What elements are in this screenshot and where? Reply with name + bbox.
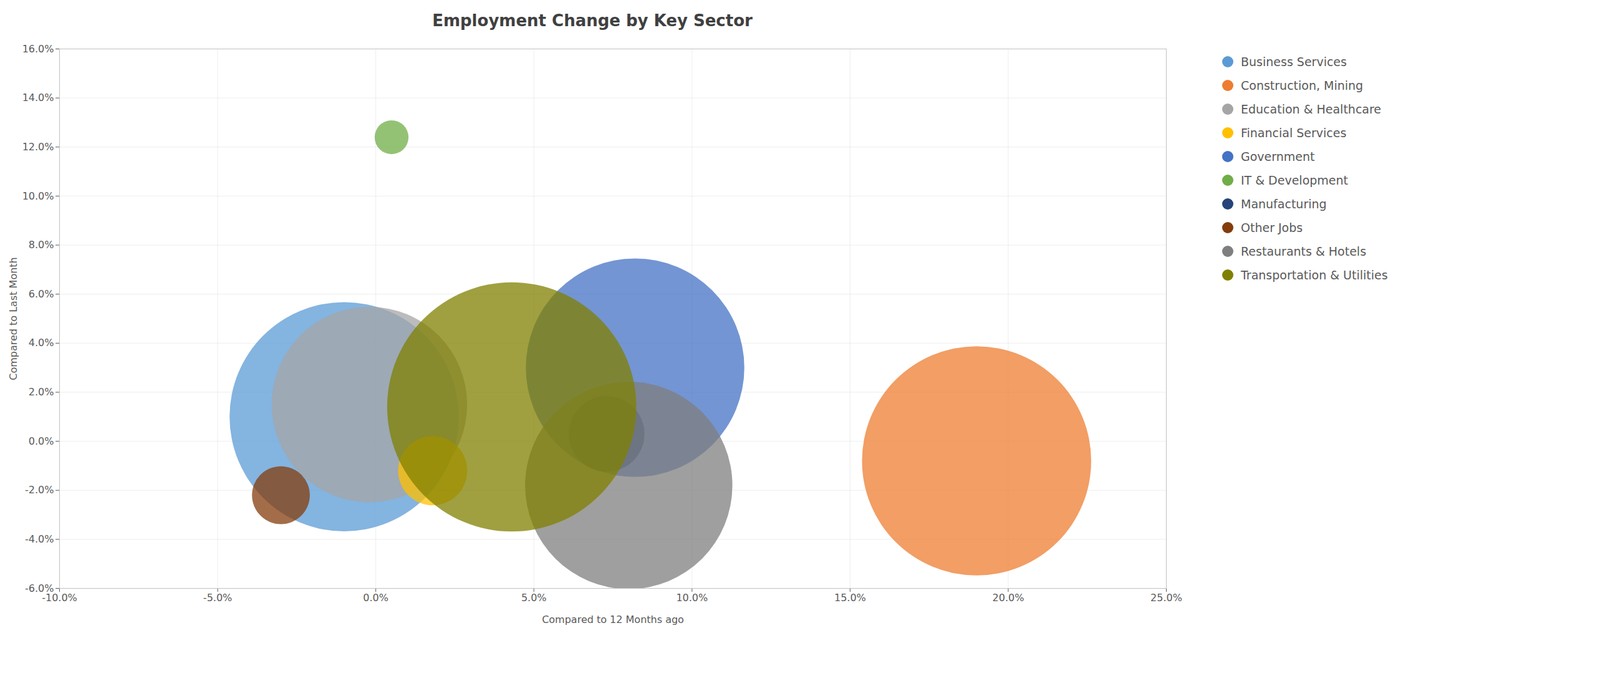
html-text:Transportation & Utilities: Transportation & Utilities <box>1240 268 1388 282</box>
svg-text:-2.0%: -2.0% <box>24 483 54 496</box>
svg-text:0.0%: 0.0% <box>362 591 389 604</box>
svg-text:10.0%: 10.0% <box>22 190 55 203</box>
svg-text:5.0%: 5.0% <box>521 591 547 604</box>
html-text:Construction, Mining: Construction, Mining <box>1240 78 1364 93</box>
html-text:Financial Services: Financial Services <box>1240 125 1347 140</box>
svg-text:-5.0%: -5.0% <box>203 591 232 604</box>
svg-text:16.0%: 16.0% <box>22 43 55 55</box>
svg-text:-6.0%: -6.0% <box>25 582 54 594</box>
svg-text:14.0%: 14.0% <box>22 91 55 104</box>
html-text:Business Services: Business Services <box>1240 54 1347 69</box>
svg-text:4.0%: 4.0% <box>28 336 55 349</box>
html-text:Education & Healthcare: Education & Healthcare <box>1240 102 1382 116</box>
svg-text:0.0%: 0.0% <box>28 435 55 448</box>
svg-text:-4.0%: -4.0% <box>24 533 54 545</box>
svg-text:-10.0%: -10.0% <box>41 591 78 604</box>
html-text:Restaurants & Hotels: Restaurants & Hotels <box>1240 244 1367 259</box>
svg-text:10.0%: 10.0% <box>675 591 708 604</box>
html-text:IT & Development: IT & Development <box>1240 173 1349 188</box>
svg-text:12.0%: 12.0% <box>22 140 55 153</box>
svg-text:25.0%: 25.0% <box>1150 591 1183 604</box>
svg-text:20.0%: 20.0% <box>992 591 1025 604</box>
svg-text:15.0%: 15.0% <box>834 591 867 604</box>
svg-text:Compared to 12 Months ago: Compared to 12 Months ago <box>541 613 685 626</box>
html-text:Manufacturing: Manufacturing <box>1240 197 1327 211</box>
svg-text:2.0%: 2.0% <box>28 385 55 398</box>
html-text:Other Jobs: Other Jobs <box>1240 220 1303 235</box>
html-text:Government: Government <box>1240 149 1315 164</box>
html-text:Employment Change by Key Secto: Employment Change by Key Sector <box>432 11 753 30</box>
svg-text:6.0%: 6.0% <box>28 288 55 300</box>
svg-text:Compared to Last Month: Compared to Last Month <box>7 256 20 381</box>
svg-text:8.0%: 8.0% <box>28 238 55 251</box>
